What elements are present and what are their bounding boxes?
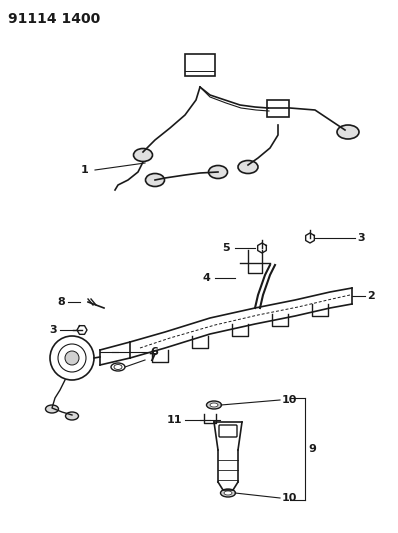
Text: 6: 6 [150,347,158,357]
Text: 10: 10 [282,493,297,503]
Ellipse shape [66,412,78,420]
Ellipse shape [207,401,222,409]
Ellipse shape [209,166,228,179]
Text: 2: 2 [367,291,375,301]
Ellipse shape [133,149,152,161]
Ellipse shape [224,491,232,495]
Text: 9: 9 [308,444,316,454]
Text: 7: 7 [148,353,156,363]
FancyBboxPatch shape [219,425,237,437]
Text: 91114 1400: 91114 1400 [8,12,100,26]
Ellipse shape [337,125,359,139]
Text: 8: 8 [57,297,65,307]
Text: 11: 11 [166,415,182,425]
Bar [185,54,215,76]
Ellipse shape [238,160,258,174]
Text: 4: 4 [202,273,210,283]
Text: 1: 1 [80,165,88,175]
Text: 10: 10 [282,395,297,405]
Ellipse shape [114,365,122,369]
Ellipse shape [220,489,236,497]
Text: 5: 5 [222,243,230,253]
Circle shape [65,351,79,365]
Circle shape [50,336,94,380]
Ellipse shape [146,174,164,187]
Text: 3: 3 [357,233,365,243]
Ellipse shape [111,363,125,371]
Ellipse shape [210,403,218,407]
Circle shape [58,344,86,372]
Ellipse shape [45,405,59,413]
Text: 3: 3 [49,325,57,335]
Bar [267,100,289,117]
